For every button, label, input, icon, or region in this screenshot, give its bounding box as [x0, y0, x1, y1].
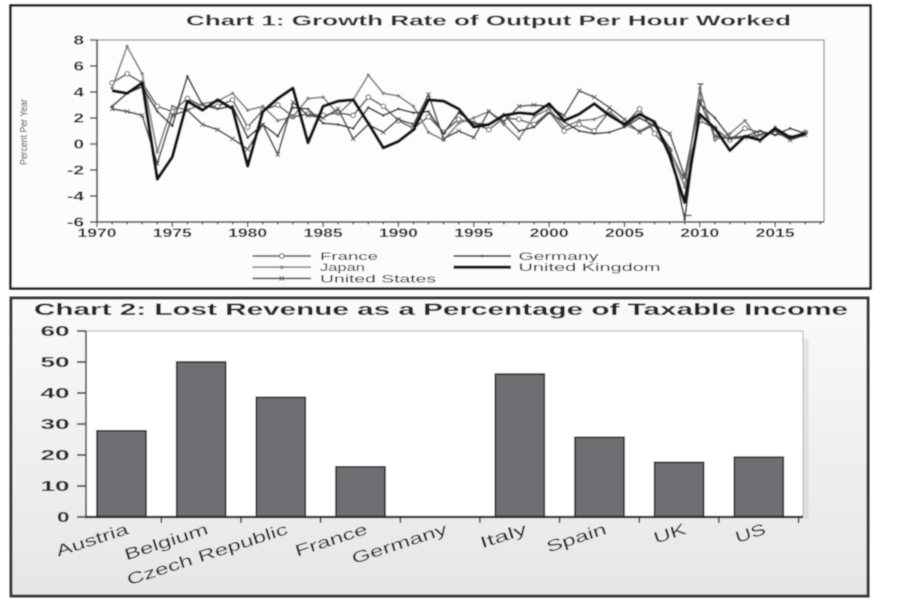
svg-text:4: 4: [74, 85, 86, 100]
svg-text:1980: 1980: [228, 228, 267, 240]
svg-text:50: 50: [41, 354, 70, 371]
svg-text:-6: -6: [67, 215, 84, 230]
svg-text:8: 8: [74, 33, 85, 48]
svg-text:2010: 2010: [680, 228, 719, 240]
svg-text:60: 60: [41, 323, 70, 340]
svg-text:10: 10: [41, 478, 70, 495]
svg-text:1970: 1970: [78, 228, 117, 240]
svg-text:1990: 1990: [379, 228, 418, 240]
svg-text:Germany: Germany: [519, 251, 600, 263]
svg-text:2015: 2015: [756, 228, 796, 240]
svg-text:1985: 1985: [304, 228, 344, 240]
svg-text:Chart 2: Lost Revenue as a Per: Chart 2: Lost Revenue as a Percentage of…: [34, 301, 848, 319]
svg-text:2005: 2005: [605, 228, 645, 240]
svg-text:1975: 1975: [153, 228, 193, 240]
svg-text:United Kingdom: United Kingdom: [519, 262, 661, 274]
svg-text:United States: United States: [320, 273, 437, 285]
svg-text:30: 30: [41, 416, 70, 433]
svg-text:40: 40: [41, 385, 70, 402]
svg-text:France: France: [320, 251, 378, 263]
svg-text:6: 6: [74, 59, 85, 74]
svg-text:Japan: Japan: [320, 262, 365, 274]
svg-text:-4: -4: [67, 189, 85, 204]
svg-text:2: 2: [74, 111, 85, 126]
svg-text:0: 0: [74, 137, 85, 152]
svg-text:1995: 1995: [454, 228, 494, 240]
svg-text:20: 20: [41, 447, 70, 464]
svg-text:Percent Per Year: Percent Per Year: [19, 98, 30, 165]
svg-text:0: 0: [57, 509, 70, 526]
svg-text:Chart 1: Growth Rate of Output: Chart 1: Growth Rate of Output Per Hour …: [186, 14, 791, 30]
svg-text:2000: 2000: [530, 228, 569, 240]
svg-text:-2: -2: [67, 163, 84, 178]
